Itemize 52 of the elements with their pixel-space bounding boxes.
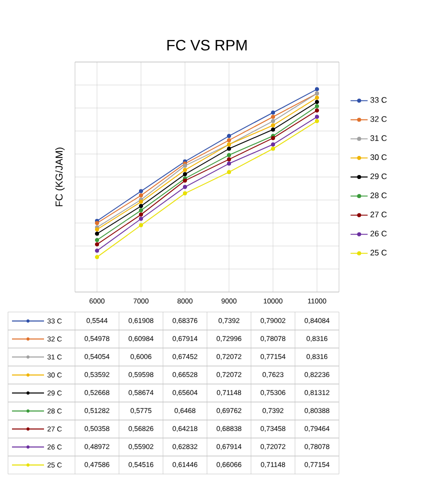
- point: [182, 172, 188, 176]
- point: [270, 128, 276, 132]
- point: [182, 168, 188, 172]
- point: [226, 153, 232, 158]
- point: [314, 100, 320, 104]
- point: [94, 221, 100, 226]
- point: [182, 184, 188, 190]
- point: [138, 193, 144, 198]
- point: [270, 114, 276, 119]
- point: [94, 232, 100, 236]
- point: [314, 104, 320, 108]
- legend-label: 32 C: [370, 116, 387, 122]
- point: [138, 208, 144, 212]
- legend-label: 28 C: [370, 192, 387, 198]
- point: [182, 191, 188, 196]
- point: [314, 119, 320, 124]
- point: [314, 87, 320, 92]
- point: [314, 108, 320, 113]
- point: [138, 204, 144, 208]
- point: [138, 212, 144, 217]
- y-axis-title: FC (KG/JAM): [55, 148, 65, 206]
- legend-label: 30 C: [370, 154, 387, 160]
- point: [270, 119, 276, 124]
- point: [270, 123, 276, 128]
- point: [226, 157, 232, 162]
- point: [226, 170, 232, 174]
- legend-label: 25 C: [370, 250, 387, 256]
- point: [138, 223, 144, 228]
- legend-label: 29 C: [370, 173, 387, 180]
- legend-label: 33 C: [370, 97, 387, 103]
- point: [270, 142, 276, 147]
- point: [138, 216, 144, 221]
- point: [94, 248, 100, 253]
- point: [138, 189, 144, 194]
- point: [182, 178, 188, 183]
- point: [94, 227, 100, 232]
- point: [226, 138, 232, 142]
- point: [94, 242, 100, 246]
- point: [270, 136, 276, 140]
- point: [226, 134, 232, 138]
- point: [314, 114, 320, 119]
- legend-label: 26 C: [370, 230, 387, 236]
- legend-label: 27 C: [370, 212, 387, 218]
- legend-label: 31 C: [370, 135, 387, 141]
- point: [94, 238, 100, 242]
- chart-title: FC VS RPM: [167, 40, 247, 50]
- point: [226, 162, 232, 166]
- point: [226, 146, 232, 151]
- point: [270, 110, 276, 115]
- point: [270, 146, 276, 151]
- point: [94, 255, 100, 260]
- point: [314, 96, 320, 100]
